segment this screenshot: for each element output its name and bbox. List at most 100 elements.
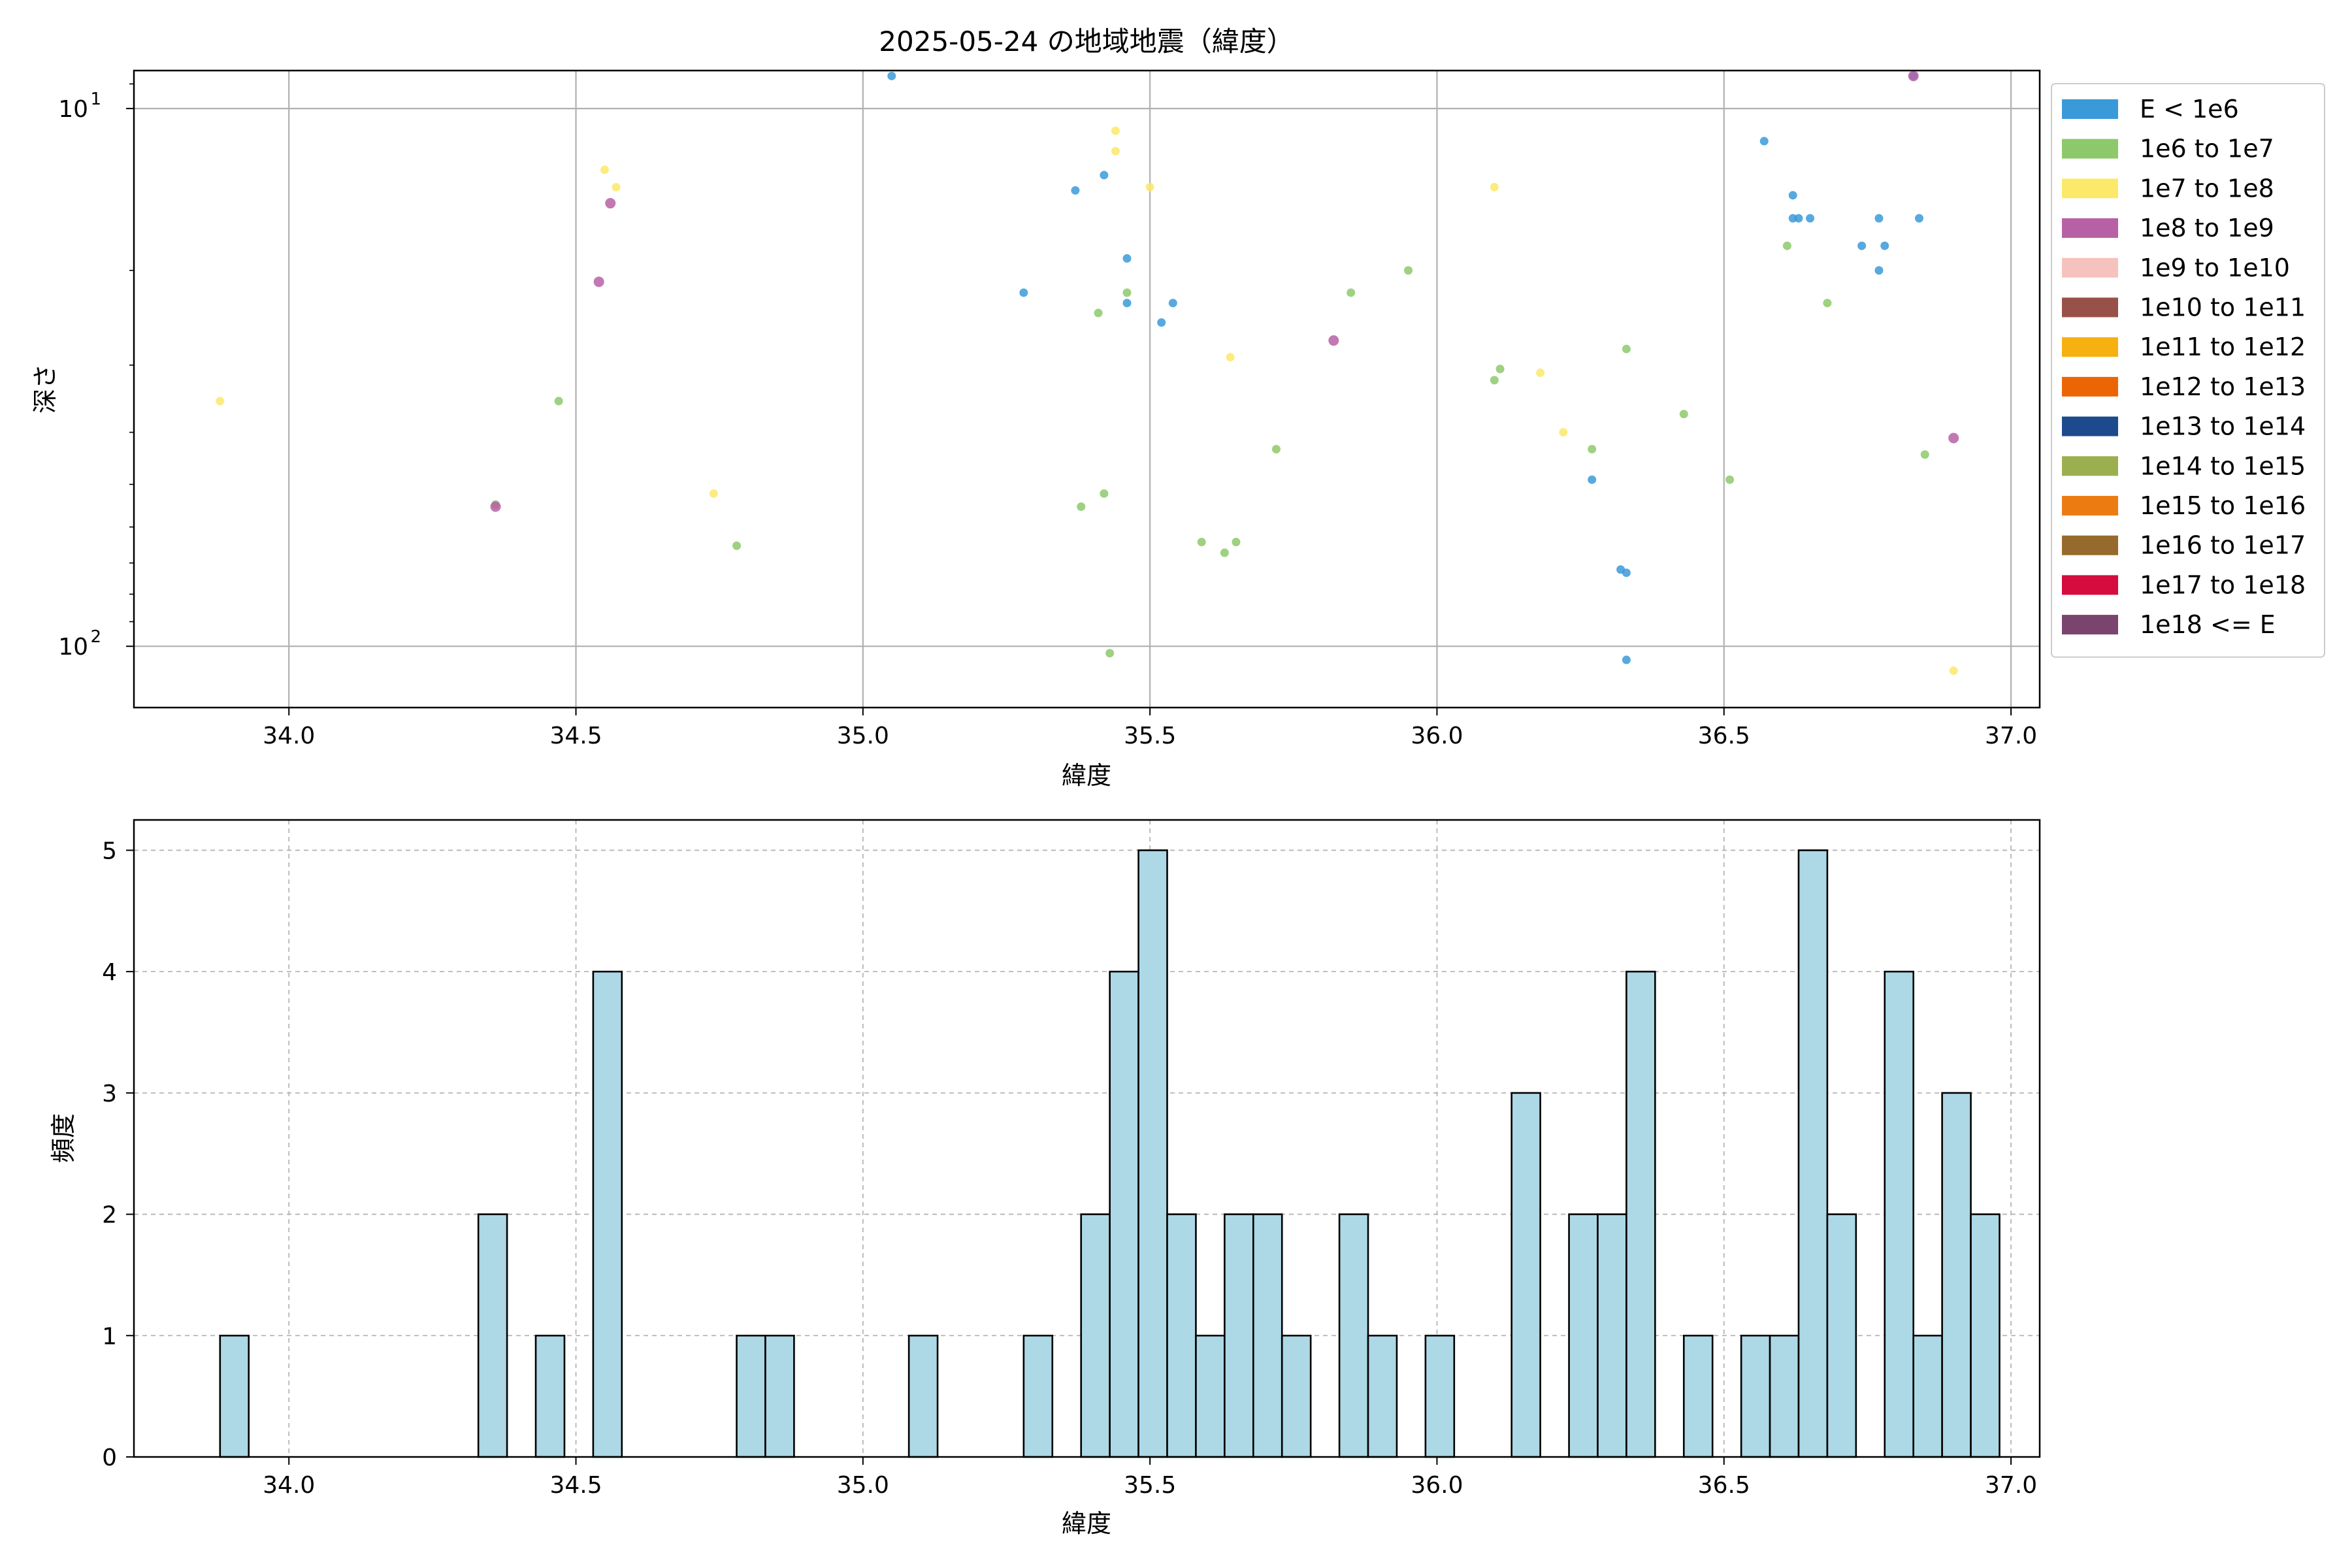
histogram-bar	[736, 1334, 766, 1458]
histogram-bar	[1166, 1213, 1197, 1458]
histogram-bar	[1022, 1334, 1054, 1458]
histogram-y-ticks: 0 1 2 3 4 5	[102, 838, 134, 1471]
scatter-point	[1759, 137, 1769, 146]
histogram-bar	[1826, 1213, 1857, 1458]
scatter-point	[1226, 353, 1235, 362]
histogram-y-tick-label: 1	[102, 1323, 117, 1350]
histogram-bar	[477, 1213, 508, 1458]
scatter-y-tick-label: 10	[58, 634, 88, 661]
scatter-point	[1100, 489, 1109, 498]
scatter-point	[1111, 126, 1120, 135]
scatter-point	[1788, 191, 1797, 200]
scatter-point	[1880, 241, 1889, 250]
scatter-point	[1908, 71, 1919, 82]
histogram-x-tick-label: 36.5	[1698, 1472, 1750, 1499]
legend-swatch	[2062, 257, 2118, 278]
legend-label: 1e15 to 1e16	[2140, 491, 2306, 520]
scatter-point	[1105, 649, 1115, 658]
histogram-x-tick-label: 34.0	[263, 1472, 315, 1499]
scatter-x-label: 緯度	[1062, 761, 1111, 790]
scatter-x-tick-label: 35.0	[837, 723, 889, 749]
legend-frame	[2051, 83, 2325, 658]
scatter-point	[593, 276, 604, 287]
legend-swatch	[2062, 535, 2118, 555]
histogram-x-tick-label: 37.0	[1985, 1472, 2037, 1499]
scatter-point	[1100, 171, 1109, 180]
legend-label: 1e12 to 1e13	[2140, 372, 2306, 401]
histogram-bar	[1970, 1213, 2001, 1458]
histogram-bar	[1625, 970, 1656, 1458]
histogram-bar	[907, 1334, 939, 1458]
scatter-point	[1949, 666, 1958, 676]
scatter-point	[554, 397, 563, 406]
histogram-y-label: 頻度	[49, 1113, 78, 1163]
scatter-point	[1111, 146, 1120, 155]
scatter-point	[1094, 308, 1103, 318]
legend-swatch	[2062, 456, 2118, 476]
scatter-x-tick-label: 36.0	[1411, 723, 1463, 749]
histogram-axes-frame	[133, 819, 2041, 1458]
scatter-point	[1271, 445, 1281, 454]
scatter-point	[1948, 433, 1959, 444]
histogram-y-tick-label: 0	[102, 1445, 117, 1471]
scatter-point	[1197, 538, 1206, 547]
scatter-point	[887, 71, 896, 80]
legend-swatch	[2062, 139, 2118, 159]
histogram-y-tick-label: 3	[102, 1081, 117, 1107]
scatter-point	[1122, 299, 1132, 308]
legend-label: 1e8 to 1e9	[2140, 214, 2274, 242]
scatter-point	[732, 541, 742, 550]
histogram-x-tick-label: 34.5	[549, 1472, 602, 1499]
histogram-x-tick-label: 35.5	[1124, 1472, 1176, 1499]
scatter-x-ticks: 34.0 34.5 35.0 35.5 36.0 36.5 37.0	[263, 708, 2037, 749]
scatter-point	[1806, 214, 1815, 223]
legend-label: 1e9 to 1e10	[2140, 253, 2290, 282]
scatter-point	[490, 501, 501, 512]
histogram-bar	[1769, 1334, 1800, 1458]
scatter-x-tick-label: 37.0	[1985, 723, 2037, 749]
scatter-point	[1914, 214, 1923, 223]
scatter-point	[1823, 299, 1832, 308]
scatter-point	[1536, 368, 1545, 378]
scatter-point	[1622, 568, 1631, 578]
scatter-gridlines	[134, 71, 2040, 708]
scatter-point	[1347, 288, 1356, 297]
legend-label: 1e18 <= E	[2140, 610, 2276, 639]
scatter-point	[1679, 410, 1688, 419]
legend-label: 1e13 to 1e14	[2140, 412, 2306, 441]
scatter-point	[1782, 241, 1791, 250]
scatter-points	[216, 71, 1959, 676]
scatter-point	[216, 397, 225, 406]
legend-swatch	[2062, 218, 2118, 238]
scatter-x-tick-label: 34.5	[549, 723, 602, 749]
legend-swatch	[2062, 416, 2118, 436]
histogram-panel: 34.0 34.5 35.0 35.5 36.0 36.5 37.0 0 1 2 3 4 5 緯度 頻…	[49, 819, 2041, 1538]
legend-swatch	[2062, 575, 2118, 595]
histogram-bar	[534, 1334, 566, 1458]
histogram-x-label: 緯度	[1062, 1509, 1111, 1538]
histogram-bar	[1338, 1213, 1369, 1458]
legend-label: 1e16 to 1e17	[2140, 531, 2306, 560]
scatter-point	[1857, 241, 1867, 250]
scatter-y-tick-label: 10	[58, 96, 88, 123]
scatter-point	[1220, 548, 1229, 557]
scatter-point	[1490, 376, 1499, 385]
legend-label: 1e6 to 1e7	[2140, 135, 2274, 163]
scatter-point	[600, 165, 609, 174]
histogram-bar	[1597, 1213, 1627, 1458]
scatter-point	[1077, 502, 1086, 512]
scatter-panel: 2025-05-24 の地域地震（緯度） 34.0 34.5 35.0 35.5 36.…	[31, 25, 2325, 790]
scatter-legend: E < 1e6 1e6 to 1e7 1e7 to 1e8 1e8 to 1e9 1e9…	[2051, 83, 2325, 658]
legend-swatch	[2062, 376, 2118, 397]
scatter-point	[1920, 450, 1929, 459]
histogram-bar	[1941, 1092, 1972, 1458]
histogram-y-tick-label: 5	[102, 838, 117, 864]
scatter-point	[1071, 186, 1080, 195]
legend-swatch	[2062, 178, 2118, 199]
histogram-x-ticks: 34.0 34.5 35.0 35.5 36.0 36.5 37.0	[263, 1457, 2037, 1499]
histogram-bar	[1797, 849, 1829, 1458]
histogram-x-tick-label: 35.0	[837, 1472, 889, 1499]
histogram-bar	[1682, 1334, 1714, 1458]
